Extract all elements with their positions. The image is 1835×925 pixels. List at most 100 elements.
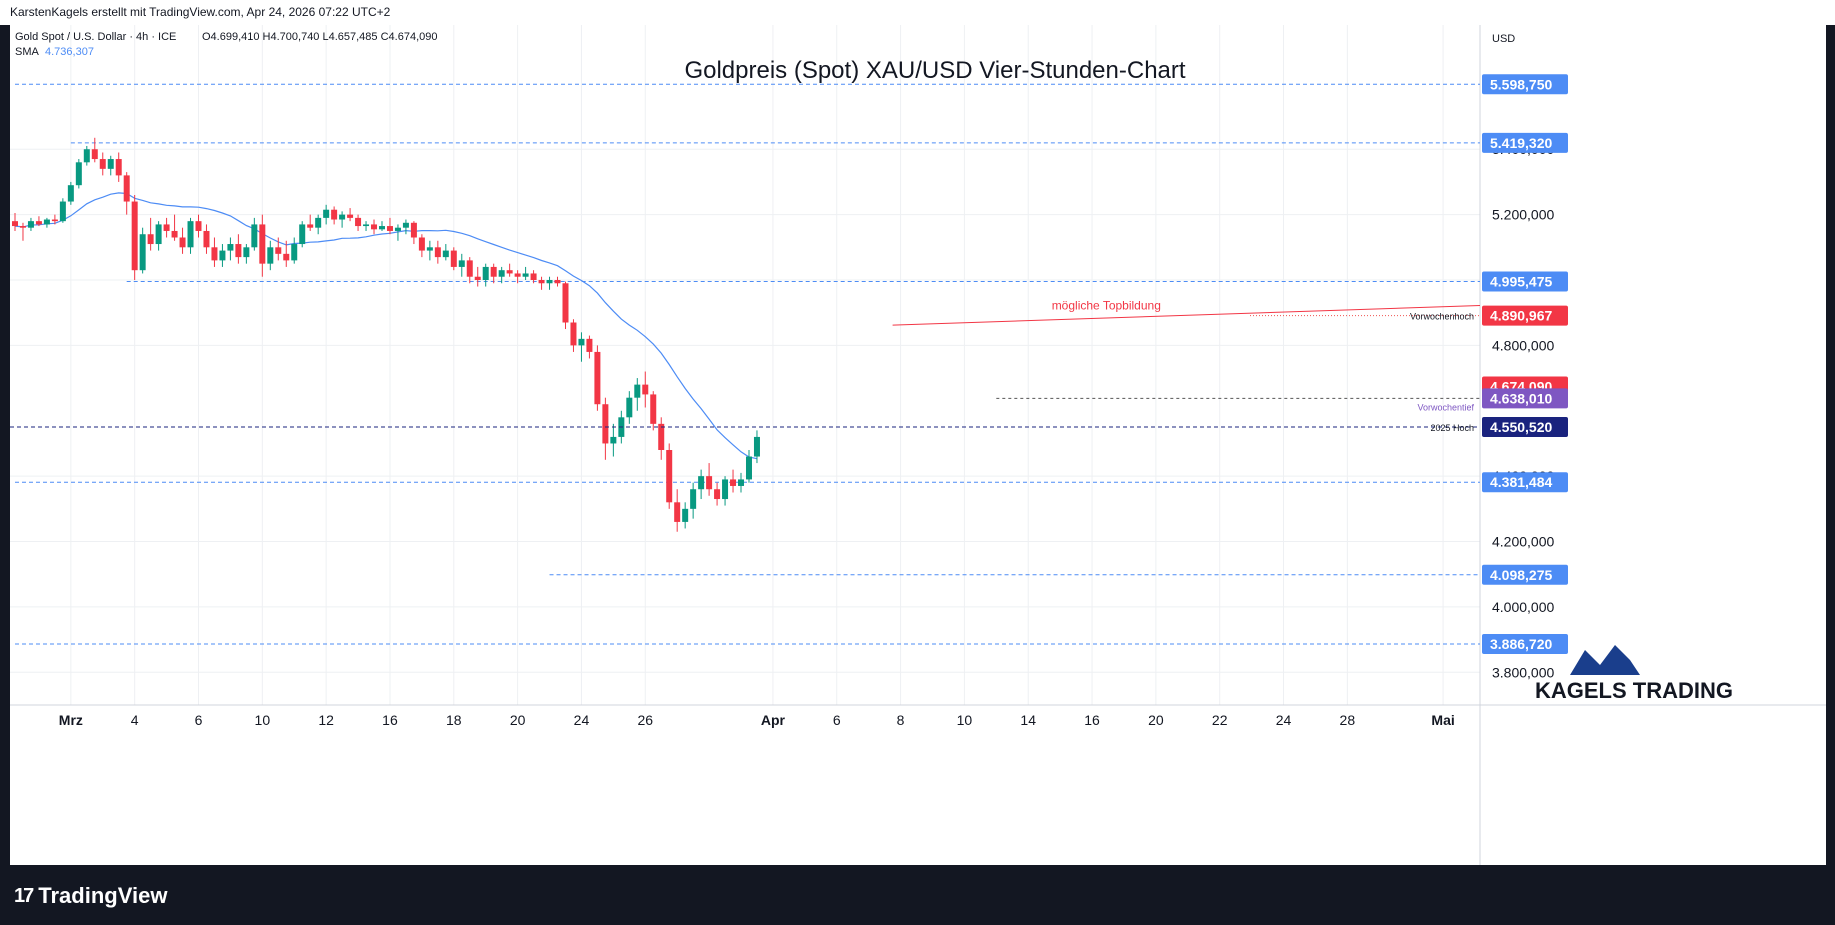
- ohlc-values: O4.699,410 H4.700,740 L4.657,485 C4.674,…: [202, 31, 437, 43]
- candle-body: [195, 221, 202, 231]
- candle-body: [155, 224, 162, 245]
- x-tick-label: 14: [1020, 712, 1036, 728]
- candle-body: [578, 338, 585, 346]
- candle-body: [378, 226, 385, 230]
- candle-body: [418, 237, 425, 251]
- candle-body: [394, 227, 401, 231]
- candle-body: [51, 219, 58, 222]
- x-tick-label: 20: [510, 712, 526, 728]
- candle-body: [626, 397, 633, 418]
- candle-body: [187, 221, 194, 248]
- candle-body: [714, 489, 721, 500]
- x-tick-label: 10: [255, 712, 271, 728]
- candle-body: [745, 456, 752, 480]
- level-price-box: [1482, 74, 1568, 95]
- x-tick-label: 28: [1340, 712, 1356, 728]
- candle-body: [203, 230, 210, 248]
- candle-body: [19, 226, 26, 228]
- candle-body: [530, 273, 537, 280]
- attribution-bar: KarstenKagels erstellt mit TradingView.c…: [0, 0, 1835, 25]
- candle-body: [658, 423, 665, 450]
- candle-body: [139, 234, 146, 271]
- level-tag: Vorwochenhoch: [1410, 312, 1474, 322]
- tradingview-mark-icon: 17: [14, 884, 34, 907]
- special-price-label: 4.550,520: [1490, 419, 1552, 435]
- candle-body: [386, 226, 393, 231]
- candle-body: [642, 384, 649, 395]
- candle-body: [474, 276, 481, 280]
- candle-body: [131, 201, 138, 271]
- candle-body: [243, 247, 250, 258]
- candle-body: [12, 221, 18, 227]
- tradingview-brand: TradingView: [38, 883, 168, 908]
- candle-body: [347, 214, 354, 218]
- sma-label: SMA: [15, 46, 40, 58]
- chart-background: [10, 25, 1826, 865]
- candle-body: [147, 234, 154, 245]
- candle-body: [698, 476, 705, 490]
- candle-body: [363, 224, 370, 227]
- x-tick-label: 8: [897, 712, 905, 728]
- chart-title: Goldpreis (Spot) XAU/USD Vier-Stunden-Ch…: [684, 57, 1185, 84]
- level-price-box: [1482, 132, 1568, 153]
- candle-body: [402, 222, 409, 228]
- candle-body: [27, 221, 34, 228]
- level-price-label: 4.098,275: [1490, 567, 1552, 583]
- special-price-label: 4.890,967: [1490, 308, 1552, 324]
- candle-body: [331, 209, 338, 220]
- x-tick-label: 18: [446, 712, 462, 728]
- candle-body: [586, 338, 593, 352]
- candle-body: [706, 476, 713, 490]
- candle-body: [522, 273, 529, 277]
- chart-frame[interactable]: 3.800,0004.000,0004.200,0004.400,0004.80…: [10, 25, 1826, 865]
- level-price-box: [1482, 564, 1568, 585]
- candle-body: [323, 209, 330, 218]
- x-tick-label: Apr: [761, 712, 786, 728]
- logo-text: KAGELS TRADING: [1535, 678, 1733, 703]
- candle-body: [83, 149, 90, 163]
- candle-body: [682, 508, 689, 522]
- candle-body: [650, 394, 657, 424]
- currency-label: USD: [1492, 33, 1515, 45]
- candle-body: [410, 222, 417, 238]
- candle-body: [211, 247, 218, 261]
- special-price-label: 4.638,010: [1490, 390, 1552, 406]
- candle-body: [506, 270, 513, 274]
- x-tick-label: 16: [382, 712, 398, 728]
- y-tick-label: 4.200,000: [1492, 534, 1554, 550]
- level-price-label: 4.381,484: [1490, 474, 1552, 490]
- candle-body: [283, 253, 290, 261]
- special-price-box: [1482, 305, 1568, 326]
- candle-body: [75, 162, 82, 186]
- y-tick-label: 4.000,000: [1492, 599, 1554, 615]
- sma-line: [14, 192, 758, 460]
- price-chart[interactable]: 3.800,0004.000,0004.200,0004.400,0004.80…: [10, 25, 1826, 865]
- candle-body: [538, 280, 545, 284]
- bull-bear-icon: [1570, 645, 1640, 675]
- candle-body: [458, 260, 465, 267]
- x-tick-label: 4: [131, 712, 139, 728]
- candle-body: [442, 250, 449, 258]
- candle-body: [554, 280, 561, 284]
- candle-body: [315, 217, 322, 228]
- candle-body: [666, 450, 673, 503]
- x-tick-label: 24: [574, 712, 590, 728]
- candle-body: [570, 322, 577, 346]
- candle-body: [498, 270, 505, 277]
- candle-body: [291, 244, 298, 261]
- candle-body: [219, 250, 226, 261]
- candle-body: [267, 247, 274, 264]
- candle-body: [690, 489, 697, 509]
- candle-body: [490, 266, 497, 277]
- tradingview-logo[interactable]: 17 TradingView: [14, 883, 167, 909]
- x-tick-label: 22: [1212, 712, 1228, 728]
- candle-body: [99, 159, 106, 169]
- candle-body: [275, 247, 282, 254]
- candle-body: [753, 436, 760, 457]
- candle-body: [730, 479, 737, 486]
- candle-body: [674, 502, 681, 522]
- symbol-line: Gold Spot / U.S. Dollar · 4h · ICE: [15, 31, 176, 43]
- level-tag: Vorwochentief: [1417, 402, 1474, 412]
- candle-body: [562, 283, 569, 323]
- candle-body: [450, 250, 457, 267]
